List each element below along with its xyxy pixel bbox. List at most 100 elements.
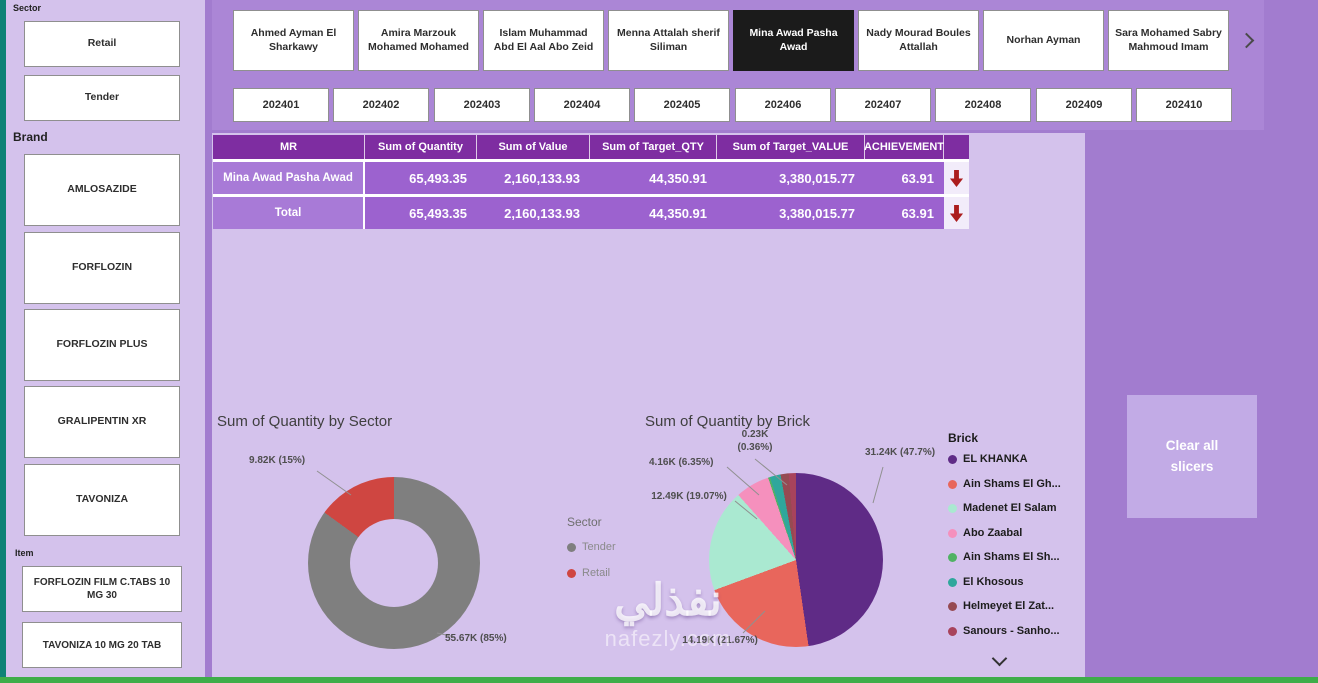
- mr-button-4[interactable]: Mina Awad Pasha Awad: [733, 10, 854, 71]
- cell-achievement-total: 63.91: [865, 197, 944, 229]
- legend-swatch: [948, 454, 957, 464]
- legend-swatch: [948, 577, 957, 587]
- col-header-target-value[interactable]: Sum of Target_VALUE: [717, 135, 865, 159]
- col-header-value[interactable]: Sum of Value: [477, 135, 590, 159]
- legend-swatch: [567, 568, 576, 578]
- legend-item-retail[interactable]: Retail: [567, 567, 610, 579]
- trend-down-icon: [949, 169, 964, 187]
- chevron-down-icon: [991, 650, 1007, 666]
- brand-button-0[interactable]: AMLOSAZIDE: [24, 154, 180, 226]
- table-header-row: MR Sum of Quantity Sum of Value Sum of T…: [213, 135, 969, 159]
- legend-swatch: [948, 479, 957, 489]
- sector-button-tender[interactable]: Tender: [24, 75, 180, 121]
- col-header-target-qty[interactable]: Sum of Target_QTY: [590, 135, 717, 159]
- month-button-3[interactable]: 202404: [534, 88, 630, 122]
- brick-data-label-3: 4.16K (6.35%): [649, 457, 714, 468]
- table-total-row[interactable]: Total 65,493.35 2,160,133.93 44,350.91 3…: [213, 197, 969, 229]
- legend-item-el-khanka[interactable]: EL KHANKA: [948, 453, 1028, 465]
- col-header-mr[interactable]: MR: [213, 135, 365, 159]
- month-button-9[interactable]: 202410: [1136, 88, 1232, 122]
- month-button-7[interactable]: 202408: [935, 88, 1031, 122]
- mr-button-6[interactable]: Norhan Ayman: [983, 10, 1104, 71]
- mr-button-2[interactable]: Islam Muhammad Abd El Aal Abo Zeid: [483, 10, 604, 71]
- trend-down-icon: [949, 204, 964, 222]
- month-button-6[interactable]: 202407: [835, 88, 931, 122]
- item-button-1[interactable]: TAVONIZA 10 MG 20 TAB: [22, 622, 182, 668]
- brick-data-label-1: 14.19K (21.67%): [682, 635, 758, 646]
- cell-value-total: 2,160,133.93: [477, 197, 590, 229]
- month-button-5[interactable]: 202406: [735, 88, 831, 122]
- month-button-2[interactable]: 202403: [434, 88, 530, 122]
- mr-button-3[interactable]: Menna Attalah sherif Siliman: [608, 10, 729, 71]
- brick-pie-chart[interactable]: [709, 473, 883, 647]
- col-header-achievement[interactable]: ACHIEVEMENT: [864, 135, 944, 159]
- sector-donut-chart[interactable]: [308, 477, 480, 649]
- item-slicer-title: Item: [15, 548, 34, 558]
- filter-sidebar: Sector Retail Tender Brand AMLOSAZIDE FO…: [6, 0, 205, 677]
- item-button-0[interactable]: FORFLOZIN FILM C.TABS 10 MG 30: [22, 566, 182, 612]
- legend-swatch: [567, 542, 576, 552]
- left-accent-strip: [0, 0, 6, 683]
- cell-trend: [944, 162, 969, 194]
- cell-target-value: 3,380,015.77: [717, 162, 865, 194]
- cell-trend-total: [944, 197, 969, 229]
- brick-data-label-2: 12.49K (19.07%): [651, 491, 727, 502]
- mr-button-1[interactable]: Amira Marzouk Mohamed Mohamed: [358, 10, 479, 71]
- month-button-4[interactable]: 202405: [634, 88, 730, 122]
- cell-quantity-total: 65,493.35: [365, 197, 477, 229]
- mr-button-5[interactable]: Nady Mourad Boules Attallah: [858, 10, 979, 71]
- month-button-1[interactable]: 202402: [333, 88, 429, 122]
- mr-button-7[interactable]: Sara Mohamed Sabry Mahmoud Imam: [1108, 10, 1229, 71]
- brand-button-2[interactable]: FORFLOZIN PLUS: [24, 309, 180, 381]
- legend-item-ain-shams-gh[interactable]: Ain Shams El Gh...: [948, 478, 1061, 490]
- bottom-accent-strip: [0, 677, 1318, 683]
- legend-swatch: [948, 528, 957, 538]
- legend-swatch: [948, 601, 957, 611]
- cell-value: 2,160,133.93: [477, 162, 590, 194]
- brick-legend-scroll-down-button[interactable]: [987, 649, 1011, 667]
- brand-button-4[interactable]: TAVONIZA: [24, 464, 180, 536]
- legend-item-abo-zaabal[interactable]: Abo Zaabal: [948, 527, 1022, 539]
- sector-legend-title: Sector: [567, 515, 602, 529]
- table-row[interactable]: Mina Awad Pasha Awad 65,493.35 2,160,133…: [213, 162, 969, 194]
- brand-button-3[interactable]: GRALIPENTIN XR: [24, 386, 180, 458]
- mr-summary-table: MR Sum of Quantity Sum of Value Sum of T…: [213, 135, 969, 229]
- sector-chart-title: Sum of Quantity by Sector: [217, 413, 393, 430]
- brick-chart-title: Sum of Quantity by Brick: [645, 413, 811, 430]
- legend-item-helmeyet[interactable]: Helmeyet El Zat...: [948, 600, 1054, 612]
- legend-item-el-khosous[interactable]: El Khosous: [948, 576, 1024, 588]
- brand-slicer-title: Brand: [13, 130, 48, 144]
- sector-data-label-tender: 55.67K (85%): [445, 633, 507, 644]
- brick-chart: Sum of Quantity by Brick 0.23K (0.36%) 4…: [637, 405, 1087, 677]
- donut-hole: [350, 519, 438, 607]
- sector-slicer-title: Sector: [13, 3, 42, 13]
- legend-swatch: [948, 503, 957, 513]
- legend-item-madenet-el-salam[interactable]: Madenet El Salam: [948, 502, 1057, 514]
- month-button-0[interactable]: 202401: [233, 88, 329, 122]
- col-header-trend: [944, 135, 969, 159]
- cell-target-qty: 44,350.91: [590, 162, 717, 194]
- mr-scroll-right-button[interactable]: [1234, 28, 1258, 52]
- legend-swatch: [948, 552, 957, 562]
- clear-all-slicers-button[interactable]: Clear all slicers: [1127, 395, 1257, 518]
- sector-data-label-retail: 9.82K (15%): [249, 455, 306, 466]
- brick-data-label-4: 0.23K (0.36%): [737, 429, 773, 453]
- chevron-right-icon: [1238, 32, 1254, 48]
- cell-mr: Mina Awad Pasha Awad: [213, 162, 365, 194]
- brick-data-label-0: 31.24K (47.7%): [865, 447, 936, 458]
- legend-item-ain-shams-sh[interactable]: Ain Shams El Sh...: [948, 551, 1060, 563]
- col-header-quantity[interactable]: Sum of Quantity: [365, 135, 477, 159]
- legend-swatch: [948, 626, 957, 636]
- cell-target-value-total: 3,380,015.77: [717, 197, 865, 229]
- cell-mr-total: Total: [213, 197, 365, 229]
- legend-item-tender[interactable]: Tender: [567, 541, 616, 553]
- mr-button-0[interactable]: Ahmed Ayman El Sharkawy: [233, 10, 354, 71]
- legend-item-sanours[interactable]: Sanours - Sanho...: [948, 625, 1060, 637]
- cell-target-qty-total: 44,350.91: [590, 197, 717, 229]
- cell-quantity: 65,493.35: [365, 162, 477, 194]
- sector-button-retail[interactable]: Retail: [24, 21, 180, 67]
- cell-achievement: 63.91: [865, 162, 944, 194]
- month-button-8[interactable]: 202409: [1036, 88, 1132, 122]
- brand-button-1[interactable]: FORFLOZIN: [24, 232, 180, 304]
